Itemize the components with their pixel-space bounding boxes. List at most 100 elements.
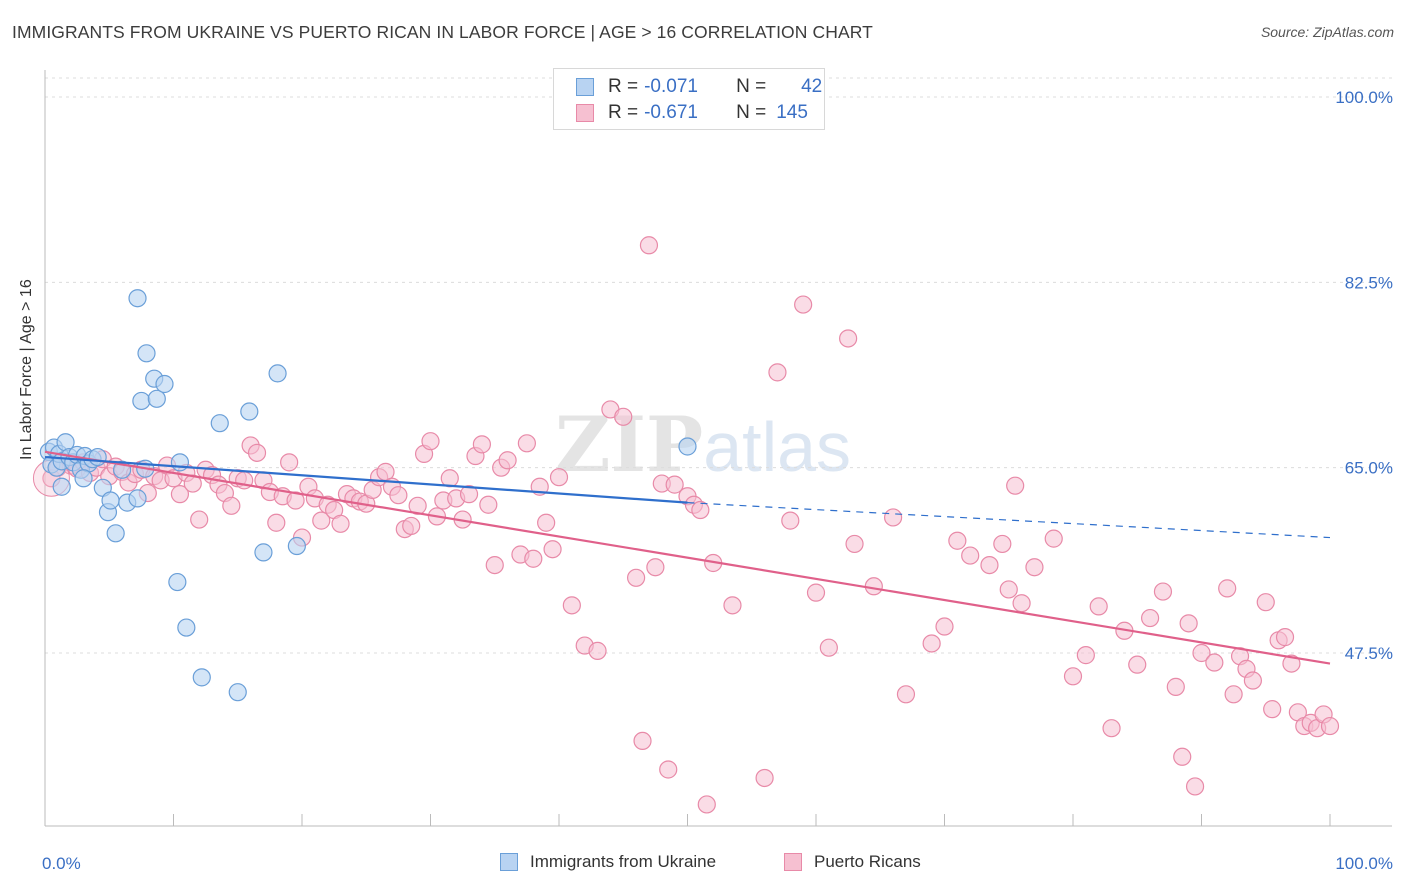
data-point-puerto-ricans	[1089, 597, 1108, 616]
data-point-ukraine	[192, 668, 211, 687]
stats-box: R = -0.071 N = 42 R = -0.671 N = 145	[553, 68, 825, 130]
data-point-puerto-ricans	[794, 295, 813, 314]
stats-row-ukraine: R = -0.071 N = 42	[576, 74, 822, 100]
data-point-puerto-ricans	[389, 486, 408, 505]
data-point-puerto-ricans	[312, 511, 331, 530]
data-point-puerto-ricans	[537, 513, 556, 532]
data-point-ukraine	[254, 543, 273, 562]
data-point-puerto-ricans	[1263, 700, 1282, 719]
data-point-puerto-ricans	[562, 596, 581, 615]
data-point-ukraine	[678, 437, 697, 456]
data-point-puerto-ricans	[421, 432, 440, 451]
trend-line-ukraine-extrapolated	[687, 502, 1331, 539]
legend: Immigrants from Ukraine Puerto Ricans	[0, 852, 1406, 878]
data-point-puerto-ricans	[1205, 653, 1224, 672]
data-point-puerto-ricans	[723, 596, 742, 615]
legend-swatch-ukraine	[500, 853, 518, 871]
data-point-puerto-ricans	[1192, 643, 1211, 663]
data-point-ukraine	[240, 402, 259, 421]
data-point-puerto-ricans	[1179, 614, 1198, 633]
legend-swatch-puerto-ricans	[784, 853, 802, 871]
data-point-puerto-ricans	[440, 469, 459, 488]
data-point-ukraine	[128, 489, 147, 508]
y-tick-label: 65.0%	[1345, 459, 1393, 478]
stats-r-value: -0.671	[644, 102, 698, 123]
data-point-ukraine	[88, 447, 107, 467]
stats-swatch-ukraine	[576, 78, 594, 96]
data-point-puerto-ricans	[549, 468, 569, 487]
stats-r-label: R =	[608, 102, 639, 123]
data-point-puerto-ricans	[402, 516, 421, 536]
data-point-puerto-ricans	[646, 558, 665, 577]
stats-n-value: 42	[801, 76, 823, 97]
legend-label-puerto-ricans: Puerto Ricans	[814, 852, 921, 871]
data-point-puerto-ricans	[1076, 646, 1095, 665]
legend-item-ukraine[interactable]: Immigrants from Ukraine	[500, 852, 716, 872]
data-point-puerto-ricans	[922, 634, 941, 653]
trend-line-ukraine	[44, 455, 688, 504]
chart-title: IMMIGRANTS FROM UKRAINE VS PUERTO RICAN …	[12, 22, 873, 42]
data-point-puerto-ricans	[896, 685, 916, 704]
data-point-puerto-ricans	[1063, 667, 1083, 686]
watermark-atlas: atlas	[703, 408, 852, 486]
data-point-puerto-ricans	[588, 641, 607, 660]
data-point-puerto-ricans	[517, 434, 536, 453]
data-point-ukraine	[155, 374, 174, 394]
data-point-ukraine	[168, 572, 187, 592]
data-point-puerto-ricans	[1128, 655, 1147, 674]
data-point-ukraine	[106, 524, 125, 543]
trend-lines	[44, 450, 1331, 665]
data-point-puerto-ricans	[883, 508, 903, 527]
data-point-puerto-ricans	[498, 451, 517, 470]
y-tick-label: 47.5%	[1345, 644, 1393, 663]
data-point-ukraine	[170, 453, 190, 472]
data-point-puerto-ricans	[170, 485, 190, 504]
data-point-puerto-ricans	[267, 513, 286, 532]
tick-labels: 47.5% 65.0% 82.5% 100.0% 0.0% 100.0%	[42, 88, 1393, 873]
data-point-puerto-ricans	[1218, 579, 1237, 598]
data-point-puerto-ricans	[1173, 747, 1192, 766]
data-point-puerto-ricans	[479, 495, 498, 514]
data-point-puerto-ricans	[1012, 594, 1031, 613]
stats-swatch-puerto-ricans	[576, 104, 594, 122]
stats-n-label: N =	[736, 102, 767, 123]
stats-n-value: 145	[776, 102, 808, 123]
data-point-puerto-ricans	[459, 485, 479, 504]
data-point-puerto-ricans	[839, 329, 858, 348]
x-tick-label: 0.0%	[42, 854, 81, 873]
y-tick-label: 82.5%	[1345, 273, 1393, 292]
data-point-puerto-ricans	[472, 435, 491, 454]
data-point-puerto-ricans	[1224, 685, 1243, 704]
trend-line-puerto-ricans	[44, 450, 1331, 665]
data-point-puerto-ricans	[190, 510, 209, 529]
data-point-ukraine	[228, 683, 247, 702]
data-point-puerto-ricans	[1140, 608, 1160, 628]
data-point-puerto-ricans	[1006, 476, 1025, 495]
data-point-ukraine	[101, 491, 120, 510]
data-point-puerto-ricans	[768, 363, 787, 382]
stats-row-puerto-ricans: R = -0.671 N = 145	[576, 100, 808, 126]
stats-r-label: R =	[608, 76, 639, 97]
data-point-puerto-ricans	[697, 795, 716, 814]
data-point-puerto-ricans	[1166, 677, 1185, 696]
data-point-ukraine	[287, 536, 306, 556]
data-point-puerto-ricans	[1243, 671, 1263, 690]
data-point-puerto-ricans	[659, 760, 678, 779]
data-point-puerto-ricans	[935, 617, 954, 636]
legend-label-ukraine: Immigrants from Ukraine	[530, 852, 717, 871]
data-point-puerto-ricans	[280, 453, 299, 472]
source-label: Source: ZipAtlas.com	[1260, 24, 1394, 40]
data-point-puerto-ricans	[1282, 654, 1301, 673]
data-point-puerto-ricans	[999, 580, 1018, 599]
data-point-puerto-ricans	[806, 583, 826, 602]
legend-item-puerto-ricans[interactable]: Puerto Ricans	[784, 852, 921, 872]
data-point-puerto-ricans	[1320, 716, 1340, 736]
data-point-puerto-ricans	[961, 546, 980, 565]
data-point-ukraine	[52, 477, 71, 496]
data-point-ukraine	[268, 364, 287, 383]
data-point-puerto-ricans	[755, 768, 774, 788]
data-point-puerto-ricans	[781, 511, 800, 530]
data-point-ukraine	[137, 344, 156, 363]
data-point-puerto-ricans	[331, 514, 350, 533]
data-point-puerto-ricans	[626, 568, 646, 587]
